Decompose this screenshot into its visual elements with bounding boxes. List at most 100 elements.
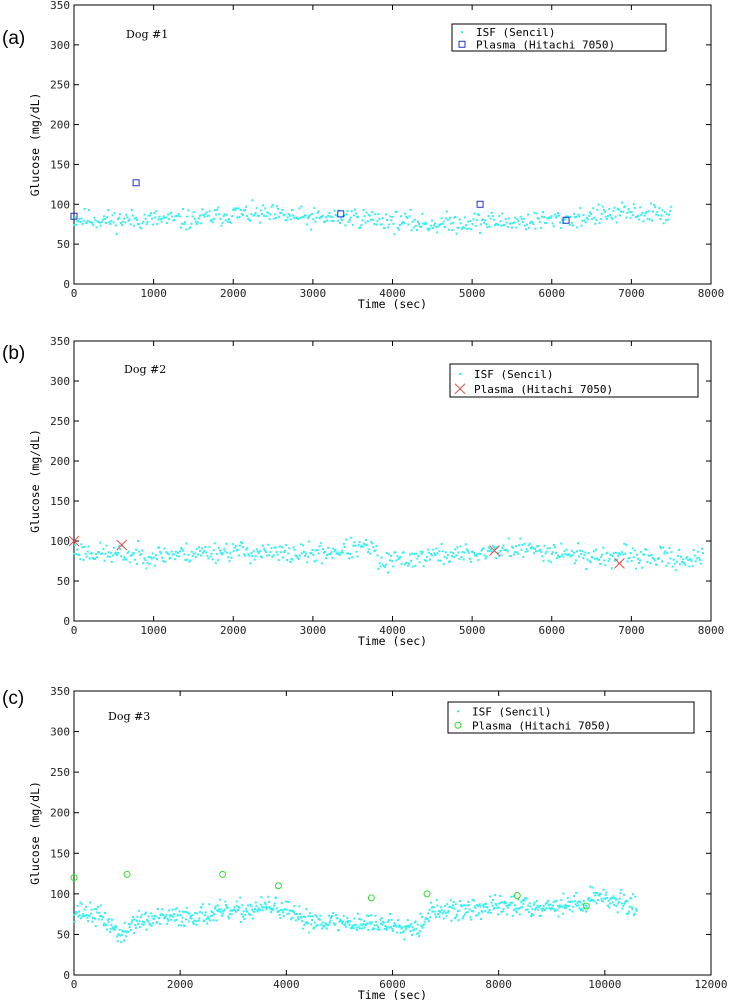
isf-point	[658, 545, 661, 548]
isf-point	[359, 545, 362, 548]
isf-point	[482, 904, 485, 907]
isf-point	[536, 904, 539, 907]
dog-annotation: Dog #1	[126, 28, 168, 41]
isf-point	[316, 924, 319, 927]
x-tick-label: 3000	[300, 287, 327, 300]
isf-point	[618, 552, 621, 555]
isf-point	[222, 215, 225, 218]
isf-point	[449, 905, 452, 908]
isf-point	[524, 896, 527, 899]
isf-point	[582, 909, 585, 912]
isf-point	[216, 208, 219, 211]
isf-point	[494, 547, 497, 550]
isf-point	[307, 915, 310, 918]
isf-point	[606, 551, 609, 554]
plasma-point	[489, 545, 500, 556]
isf-point	[380, 922, 383, 925]
isf-point	[287, 900, 290, 903]
isf-point	[132, 224, 135, 227]
isf-point	[570, 900, 573, 903]
isf-point	[355, 926, 358, 929]
isf-point	[75, 553, 78, 556]
isf-point	[345, 920, 348, 923]
isf-point	[596, 208, 599, 211]
isf-point	[663, 211, 666, 214]
isf-point	[139, 226, 142, 229]
isf-point	[258, 221, 261, 224]
isf-point	[555, 899, 558, 902]
isf-point	[380, 556, 383, 559]
isf-point	[205, 211, 208, 214]
isf-point	[422, 565, 425, 568]
isf-point	[427, 912, 430, 915]
isf-point	[458, 218, 461, 221]
isf-point	[527, 213, 530, 216]
isf-point	[118, 213, 121, 216]
isf-point	[417, 932, 420, 935]
isf-point	[492, 218, 495, 221]
isf-point	[421, 926, 424, 929]
isf-point	[362, 922, 365, 925]
isf-point	[484, 557, 487, 560]
isf-point	[92, 224, 95, 227]
isf-point	[592, 891, 595, 894]
isf-point	[518, 913, 521, 916]
isf-point	[465, 904, 468, 907]
isf-point	[227, 917, 230, 920]
isf-point	[605, 215, 608, 218]
isf-point	[255, 207, 258, 210]
legend-isf-label: ISF (Sencil)	[474, 368, 553, 381]
isf-point	[363, 920, 366, 923]
isf-point	[541, 909, 544, 912]
isf-point	[559, 905, 562, 908]
isf-point	[133, 558, 136, 561]
isf-point	[266, 906, 269, 909]
isf-point	[333, 550, 336, 553]
isf-point	[449, 899, 452, 902]
isf-point	[457, 551, 460, 554]
isf-point	[565, 905, 568, 908]
isf-point	[643, 214, 646, 217]
isf-point	[569, 555, 572, 558]
x-tick-label: 2000	[220, 287, 247, 300]
isf-point	[267, 212, 270, 215]
isf-point	[521, 221, 524, 224]
isf-point	[349, 552, 352, 555]
isf-point	[434, 913, 437, 916]
isf-point	[219, 910, 222, 913]
isf-point	[580, 552, 583, 555]
isf-point	[170, 211, 173, 214]
isf-point	[358, 541, 361, 544]
isf-point	[387, 226, 390, 229]
isf-point	[263, 214, 266, 217]
isf-point	[78, 217, 81, 220]
isf-point	[694, 560, 697, 563]
isf-point	[465, 548, 468, 551]
isf-point	[177, 213, 180, 216]
isf-point	[456, 226, 459, 229]
isf-point	[73, 552, 75, 555]
isf-point	[511, 914, 514, 917]
isf-point	[131, 214, 134, 217]
isf-point	[557, 554, 560, 557]
isf-point	[521, 899, 524, 902]
isf-point	[445, 914, 448, 917]
isf-point	[78, 914, 81, 917]
isf-point	[136, 915, 139, 918]
isf-point	[226, 907, 229, 910]
isf-point	[607, 560, 610, 563]
y-tick-label: 300	[50, 726, 70, 739]
isf-point	[600, 897, 603, 900]
isf-point	[442, 563, 445, 566]
isf-point	[469, 220, 472, 223]
isf-point	[227, 218, 230, 221]
isf-point	[239, 920, 242, 923]
isf-point	[553, 546, 556, 549]
isf-point	[522, 217, 525, 220]
isf-point	[401, 926, 404, 929]
isf-point	[447, 909, 450, 912]
isf-point	[489, 217, 492, 220]
isf-point	[537, 908, 540, 911]
isf-point	[341, 218, 344, 221]
isf-point	[198, 917, 201, 920]
